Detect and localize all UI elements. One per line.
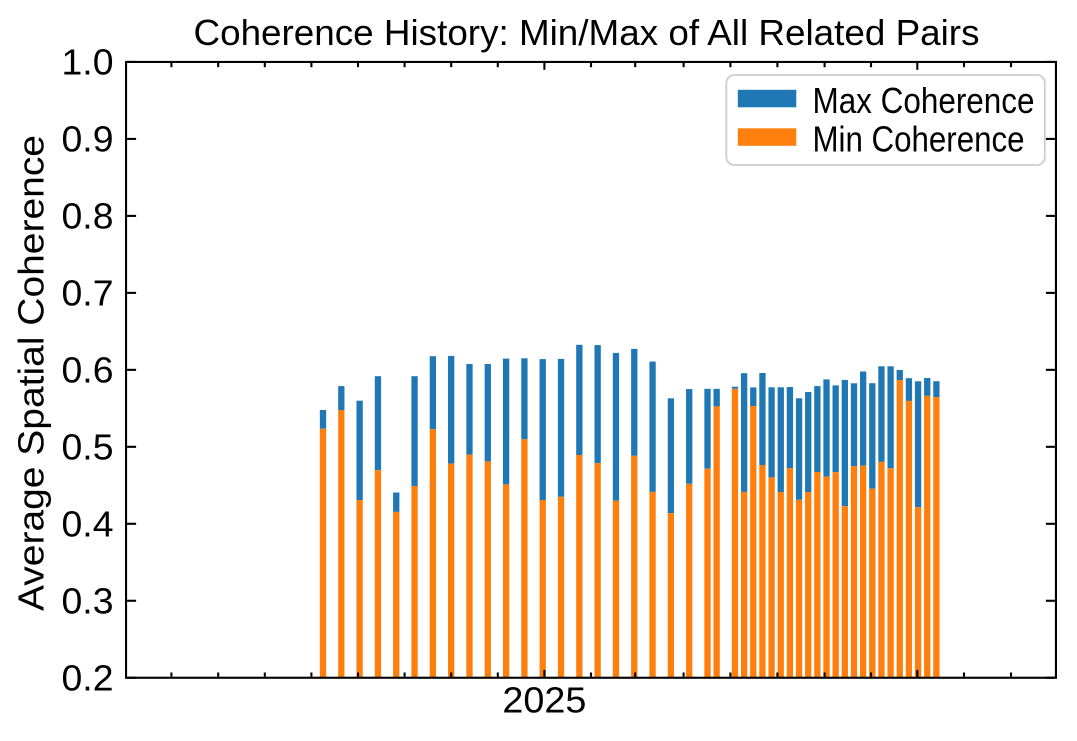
svg-text:0.9: 0.9	[62, 118, 114, 159]
svg-text:0.7: 0.7	[62, 272, 114, 313]
svg-text:Average Spatial Coherence: Average Spatial Coherence	[11, 135, 52, 611]
svg-text:1.0: 1.0	[62, 42, 114, 83]
svg-text:0.6: 0.6	[62, 349, 114, 390]
svg-text:0.5: 0.5	[62, 426, 114, 467]
svg-text:Max Coherence: Max Coherence	[813, 80, 1035, 121]
svg-text:Min Coherence: Min Coherence	[813, 118, 1025, 159]
svg-text:0.8: 0.8	[62, 195, 114, 236]
svg-text:2025: 2025	[502, 680, 586, 721]
svg-text:Coherence History: Min/Max of: Coherence History: Min/Max of All Relate…	[194, 13, 980, 53]
svg-text:0.2: 0.2	[62, 657, 114, 698]
svg-text:0.3: 0.3	[62, 580, 114, 621]
svg-text:0.4: 0.4	[62, 503, 114, 544]
